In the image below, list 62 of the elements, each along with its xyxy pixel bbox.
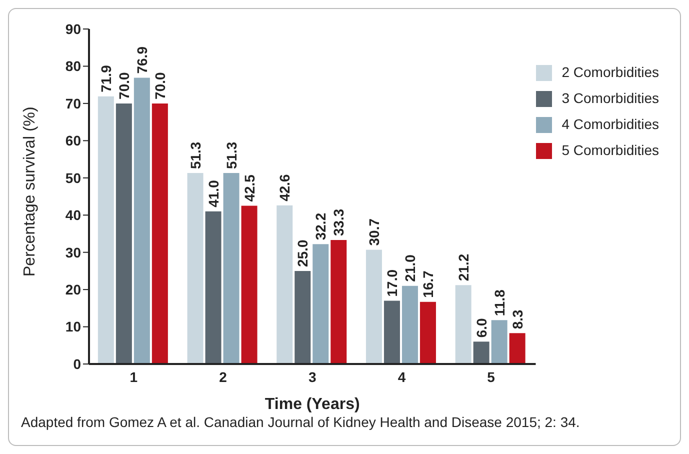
bar <box>312 244 329 364</box>
bar <box>384 300 400 364</box>
bar <box>491 320 508 364</box>
bar <box>187 173 204 364</box>
data-label: 6.0 <box>473 318 490 338</box>
bar <box>98 96 114 364</box>
bar <box>402 286 418 364</box>
y-tick-label: 90 <box>65 20 82 37</box>
y-tick-label: 60 <box>65 132 82 149</box>
y-tick-label: 0 <box>73 356 82 372</box>
legend-label: 5 Comorbidities <box>562 142 659 158</box>
data-label: 25.0 <box>294 239 311 267</box>
y-tick-label: 20 <box>65 282 82 298</box>
x-tick-label: 1 <box>130 368 138 385</box>
bar <box>205 211 222 364</box>
bar <box>152 103 168 364</box>
x-tick-label: 3 <box>308 368 316 385</box>
bar <box>330 240 347 364</box>
y-tick-label: 10 <box>65 318 82 335</box>
data-label: 42.5 <box>241 174 258 202</box>
data-label: 33.3 <box>330 208 347 236</box>
data-label: 76.9 <box>134 46 150 74</box>
legend-label: 2 Comorbidities <box>562 64 659 80</box>
legend-label: 4 Comorbidities <box>562 116 659 132</box>
y-tick-label: 50 <box>65 170 82 186</box>
text: Adapted from Gomez A et al. Canadian Journal of Kidney Health and Disease 2015; 2: 34. <box>21 414 581 430</box>
y-tick-label: 70 <box>65 95 82 112</box>
data-label: 16.7 <box>420 270 436 298</box>
data-label: 11.8 <box>491 289 508 316</box>
y-axis-title: Percentage survival (%) <box>22 106 39 276</box>
x-tick-label: 2 <box>219 368 228 385</box>
bar <box>241 206 258 364</box>
data-label: 41.0 <box>205 180 222 208</box>
data-label: 71.9 <box>98 64 114 92</box>
bar <box>366 250 382 364</box>
y-tick-label: 40 <box>65 207 82 224</box>
bar <box>455 285 472 364</box>
data-label: 21.0 <box>402 254 418 282</box>
data-label: 51.3 <box>187 142 204 170</box>
bar <box>509 333 526 364</box>
bar <box>116 103 132 364</box>
data-label: 70.0 <box>116 72 132 100</box>
bar <box>134 78 150 364</box>
data-label: 51.3 <box>223 142 240 170</box>
y-tick-label: 80 <box>65 58 82 74</box>
data-label: 70.0 <box>152 72 168 100</box>
bar <box>294 270 311 364</box>
x-tick-label: 4 <box>398 368 406 385</box>
x-axis-title: Time (Years) <box>264 396 360 413</box>
data-label: 32.2 <box>312 212 329 240</box>
y-tick-label: 30 <box>65 244 82 260</box>
data-label: 21.2 <box>455 254 472 282</box>
legend-label: 3 Comorbidities <box>562 90 659 106</box>
bar <box>420 302 436 364</box>
data-label: 30.7 <box>366 218 382 246</box>
x-tick-label: 5 <box>487 368 496 385</box>
bar <box>276 205 293 364</box>
data-label: 8.3 <box>509 309 526 330</box>
data-label: 17.0 <box>384 269 400 297</box>
bar <box>223 173 240 364</box>
bar <box>473 342 490 364</box>
data-label: 42.6 <box>276 174 293 202</box>
